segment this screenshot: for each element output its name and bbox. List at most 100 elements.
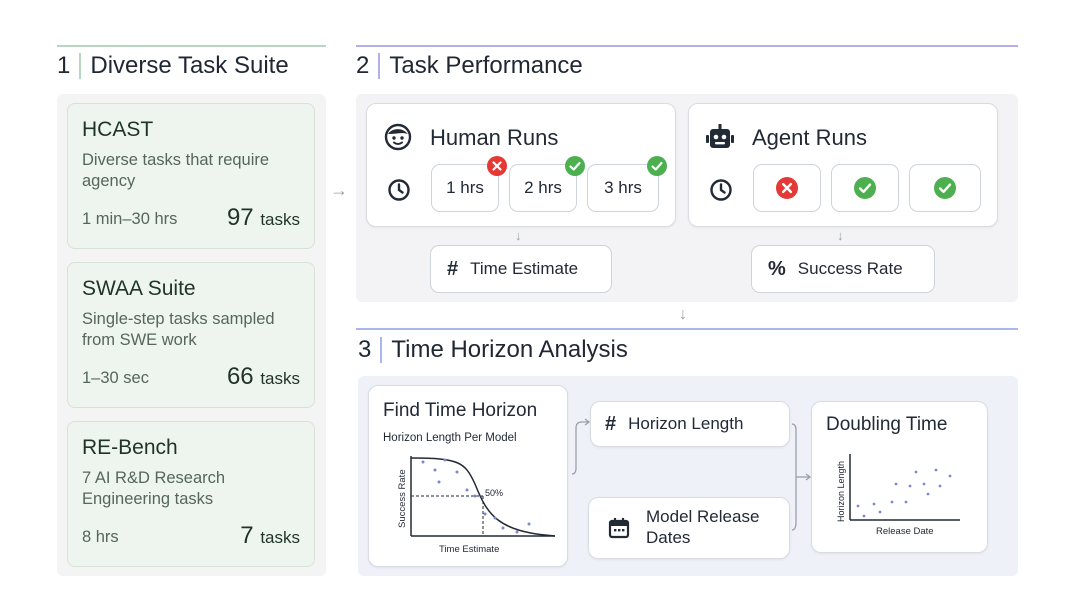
find-horizon-title: Find Time Horizon bbox=[383, 400, 538, 421]
clock-icon bbox=[710, 179, 732, 201]
data-point bbox=[894, 482, 898, 486]
data-point bbox=[443, 458, 447, 462]
suite-card-hcast[interactable]: HCAST Diverse tasks that require agency … bbox=[67, 103, 315, 249]
arrow-right-icon: → bbox=[330, 180, 348, 200]
logistic-chart: Success Rate Time Estimate 50% bbox=[397, 456, 556, 555]
suite-card-swaa[interactable]: SWAA Suite Single-step tasks sampled fro… bbox=[67, 262, 315, 408]
task-suite-panel: HCAST Diverse tasks that require agency … bbox=[57, 94, 326, 576]
release-dates-label: Model Release Dates bbox=[646, 507, 760, 547]
merge-connector bbox=[791, 423, 812, 531]
data-point bbox=[938, 484, 942, 488]
data-point bbox=[862, 514, 866, 518]
agent-runs-title: Agent Runs bbox=[752, 125, 867, 150]
suite-count: 97 tasks bbox=[226, 204, 300, 231]
agent-run-3[interactable] bbox=[909, 164, 981, 212]
clock-icon bbox=[388, 179, 410, 201]
agent-run-1[interactable] bbox=[753, 164, 821, 212]
data-point bbox=[922, 482, 926, 486]
section-1-title: Diverse Task Suite bbox=[90, 52, 289, 79]
doubling-time-card[interactable]: Doubling Time Horizon Length Release Dat… bbox=[811, 401, 988, 553]
chart-x-label: Time Estimate bbox=[439, 544, 499, 555]
suite-description: Diverse tasks that require agency bbox=[82, 151, 270, 190]
bracket-connector bbox=[571, 418, 591, 475]
robot-icon bbox=[706, 124, 734, 148]
suite-description: 7 AI R&D Research Engineering tasks bbox=[82, 469, 226, 508]
data-point bbox=[433, 468, 437, 472]
data-point bbox=[455, 470, 459, 474]
human-face-icon bbox=[384, 123, 412, 151]
section-1-header: 1 Diverse Task Suite bbox=[57, 52, 289, 80]
data-point bbox=[904, 500, 908, 504]
task-performance-panel: Human Runs 1 hrs 2 hrs 3 hrs bbox=[356, 94, 1018, 302]
hash-icon: # bbox=[605, 412, 617, 435]
section-3-divider bbox=[380, 337, 383, 363]
data-point bbox=[856, 504, 860, 508]
data-point bbox=[914, 470, 918, 474]
data-point bbox=[515, 530, 519, 534]
data-point bbox=[437, 480, 441, 484]
section-2-divider bbox=[378, 53, 381, 79]
suite-count: 7 tasks bbox=[240, 522, 300, 549]
success-icon bbox=[934, 177, 956, 199]
time-horizon-panel: Find Time Horizon Horizon Length Per Mod… bbox=[358, 376, 1018, 576]
success-badge-icon bbox=[647, 156, 667, 176]
threshold-label: 50% bbox=[485, 488, 503, 498]
section-1-rule bbox=[57, 45, 326, 47]
data-point bbox=[527, 522, 531, 526]
suite-range: 1–30 sec bbox=[82, 369, 149, 387]
arrow-down-icon: ↓ bbox=[515, 228, 522, 243]
logistic-curve bbox=[410, 457, 556, 537]
success-rate-pill[interactable]: % Success Rate bbox=[751, 245, 935, 293]
chart-y-label: Success Rate bbox=[397, 469, 408, 528]
data-point bbox=[465, 488, 469, 492]
suite-card-rebench[interactable]: RE-Bench 7 AI R&D Research Engineering t… bbox=[67, 421, 315, 567]
find-horizon-subtitle: Horizon Length Per Model bbox=[383, 432, 517, 444]
data-point bbox=[908, 484, 912, 488]
data-point bbox=[421, 460, 425, 464]
suite-description: Single-step tasks sampled from SWE work bbox=[82, 310, 275, 349]
section-3-number: 3 bbox=[358, 336, 372, 363]
section-1-divider bbox=[79, 53, 82, 79]
arrow-down-icon: ↓ bbox=[679, 306, 687, 323]
horizon-length-card[interactable]: # Horizon Length bbox=[590, 401, 790, 447]
data-point bbox=[948, 474, 952, 478]
success-icon bbox=[854, 177, 876, 199]
chart-y-label: Horizon Length bbox=[836, 461, 846, 522]
data-point bbox=[473, 494, 477, 498]
time-estimate-pill[interactable]: # Time Estimate bbox=[430, 245, 612, 293]
human-run-1[interactable]: 1 hrs bbox=[431, 156, 507, 212]
section-2-number: 2 bbox=[356, 52, 370, 79]
doubling-scatter-chart: Horizon Length Release Date bbox=[836, 454, 960, 537]
data-point bbox=[878, 510, 882, 514]
arrow-down-icon: ↓ bbox=[837, 228, 844, 243]
human-run-3[interactable]: 3 hrs bbox=[587, 156, 667, 212]
agent-run-2[interactable] bbox=[831, 164, 899, 212]
suite-title: RE-Bench bbox=[82, 436, 178, 459]
suite-title: SWAA Suite bbox=[82, 277, 196, 300]
suite-range: 8 hrs bbox=[82, 528, 119, 546]
chart-x-label: Release Date bbox=[876, 526, 934, 537]
hash-icon: # bbox=[447, 257, 459, 280]
horizon-length-label: Horizon Length bbox=[628, 414, 744, 433]
section-2-rule bbox=[356, 45, 1018, 47]
release-dates-card[interactable]: Model Release Dates bbox=[588, 497, 790, 559]
percent-icon: % bbox=[768, 257, 786, 280]
success-rate-label: Success Rate bbox=[797, 259, 903, 278]
suite-title: HCAST bbox=[82, 118, 154, 141]
section-3-header: 3 Time Horizon Analysis bbox=[358, 336, 628, 364]
data-point bbox=[483, 512, 487, 516]
human-runs-title: Human Runs bbox=[430, 125, 559, 150]
human-run-2[interactable]: 2 hrs bbox=[509, 156, 585, 212]
suite-range: 1 min–30 hrs bbox=[82, 210, 178, 228]
data-point bbox=[872, 502, 876, 506]
doubling-time-title: Doubling Time bbox=[826, 414, 948, 435]
data-point bbox=[890, 500, 894, 504]
fail-badge-icon bbox=[487, 156, 507, 176]
section-3-title: Time Horizon Analysis bbox=[391, 336, 628, 363]
human-runs-card[interactable]: Human Runs 1 hrs 2 hrs 3 hrs bbox=[366, 103, 676, 227]
suite-count: 66 tasks bbox=[226, 363, 300, 390]
section-1-number: 1 bbox=[57, 52, 71, 79]
find-horizon-card[interactable]: Find Time Horizon Horizon Length Per Mod… bbox=[368, 385, 568, 567]
data-point bbox=[501, 526, 505, 530]
agent-runs-card[interactable]: Agent Runs bbox=[688, 103, 998, 227]
